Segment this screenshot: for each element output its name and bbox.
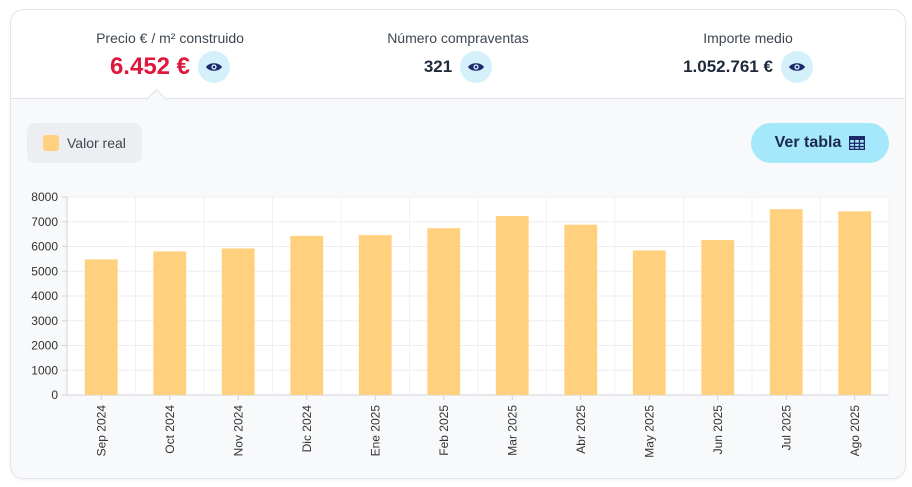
- view-table-label: Ver tabla: [774, 134, 842, 151]
- eye-icon[interactable]: [780, 51, 813, 83]
- bar: [701, 240, 735, 395]
- stat-average-value: 1.052.761 €: [683, 57, 773, 76]
- stat-sales: Número compraventas 321: [313, 28, 603, 83]
- y-tick-label: 6000: [31, 240, 58, 254]
- legend-swatch: [43, 135, 59, 151]
- bar: [84, 259, 118, 395]
- x-tick-label: Mar 2025: [505, 405, 519, 456]
- x-tick-label: Sep 2024: [94, 405, 108, 457]
- stat-sales-value: 321: [423, 57, 453, 76]
- x-tick-label: Oct 2024: [163, 405, 177, 454]
- bar-chart: 0 1000 2000 3000 4000 5000 6000 7000 8000 Sep 202…: [31, 190, 890, 458]
- view-table-button[interactable]: Ver tabla: [751, 123, 889, 163]
- bar: [290, 235, 324, 395]
- bar: [495, 216, 529, 395]
- legend-item[interactable]: Valor real: [27, 123, 142, 163]
- bar: [769, 209, 803, 395]
- price-card: Precio € / m² construido 6.452 € Número …: [10, 9, 906, 479]
- bar: [427, 228, 461, 395]
- bar: [632, 250, 666, 395]
- x-tick-label: Ene 2025: [368, 405, 382, 457]
- stat-sales-label: Número compraventas: [387, 30, 529, 46]
- y-tick-label: 2000: [31, 339, 58, 353]
- x-tick-label: Jun 2025: [711, 405, 725, 455]
- bar: [221, 248, 255, 395]
- stat-price: Precio € / m² construido 6.452 €: [25, 28, 315, 83]
- x-tick-label: Abr 2025: [574, 405, 588, 454]
- y-tick-label: 0: [51, 388, 58, 402]
- eye-icon[interactable]: [460, 51, 493, 83]
- x-tick-label: Dic 2024: [300, 405, 314, 453]
- stat-price-value: 6.452 €: [109, 53, 191, 80]
- y-tick-label: 4000: [31, 289, 58, 303]
- y-tick-label: 5000: [31, 264, 58, 278]
- eye-icon[interactable]: [198, 51, 231, 83]
- legend-label: Valor real: [67, 135, 126, 151]
- stat-average: Importe medio 1.052.761 €: [603, 28, 893, 83]
- stat-price-label: Precio € / m² construido: [96, 30, 244, 46]
- stats-header: Precio € / m² construido 6.452 € Número …: [11, 10, 905, 99]
- y-tick-label: 1000: [31, 363, 58, 377]
- bar: [838, 211, 872, 395]
- stat-average-label: Importe medio: [703, 30, 793, 46]
- y-tick-label: 3000: [31, 314, 58, 328]
- x-tick-label: Ago 2025: [848, 405, 862, 457]
- bar: [358, 235, 392, 395]
- y-tick-label: 8000: [31, 190, 58, 204]
- x-tick-label: Jul 2025: [779, 405, 793, 451]
- x-tick-label: Feb 2025: [437, 405, 451, 456]
- x-tick-label: Nov 2024: [231, 405, 245, 457]
- y-tick-label: 7000: [31, 215, 58, 229]
- bar: [564, 224, 598, 395]
- chart-panel: Valor real Ver tabla 0 1000 2000 3000 4000 50…: [11, 99, 905, 478]
- table-icon: [849, 136, 866, 150]
- bar: [153, 251, 187, 395]
- x-tick-label: May 2025: [642, 405, 656, 458]
